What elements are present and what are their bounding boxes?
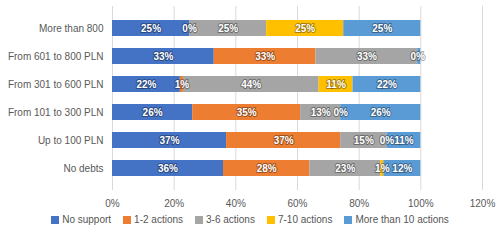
svg-text:23%: 23% <box>335 163 355 174</box>
svg-text:20%: 20% <box>164 198 184 209</box>
svg-text:25%: 25% <box>372 23 392 34</box>
svg-text:36%: 36% <box>158 163 178 174</box>
svg-text:33%: 33% <box>357 51 377 62</box>
svg-text:13%: 13% <box>311 107 331 118</box>
svg-text:60%: 60% <box>287 198 307 209</box>
svg-text:15%: 15% <box>354 135 374 146</box>
svg-text:25%: 25% <box>218 23 238 34</box>
svg-text:25%: 25% <box>141 23 161 34</box>
svg-text:1%: 1% <box>375 163 390 174</box>
svg-text:100%: 100% <box>408 198 434 209</box>
svg-text:22%: 22% <box>377 79 397 90</box>
svg-text:Up to 100 PLN: Up to 100 PLN <box>38 135 104 146</box>
svg-text:0%: 0% <box>411 51 426 62</box>
svg-text:80%: 80% <box>349 198 369 209</box>
svg-text:From 601 to 800 PLN: From 601 to 800 PLN <box>8 51 104 62</box>
html-text:No support: No support <box>62 214 112 225</box>
svg-text:More than 800: More than 800 <box>39 23 104 34</box>
svg-text:1%: 1% <box>175 79 190 90</box>
svg-text:From 301 to 600 PLN: From 301 to 600 PLN <box>8 79 104 90</box>
svg-text:28%: 28% <box>257 163 277 174</box>
html-text:1-2 actions: 1-2 actions <box>134 214 183 225</box>
svg-text:No debts: No debts <box>63 163 103 174</box>
svg-text:0%: 0% <box>182 23 197 34</box>
svg-text:37%: 37% <box>274 135 294 146</box>
svg-text:0%: 0% <box>333 107 348 118</box>
svg-text:11%: 11% <box>394 135 414 146</box>
svg-text:11%: 11% <box>326 79 346 90</box>
svg-text:40%: 40% <box>226 198 246 209</box>
html-text:7-10 actions: 7-10 actions <box>277 214 333 225</box>
svg-text:25%: 25% <box>295 23 315 34</box>
html-text:More than 10 actions: More than 10 actions <box>355 214 449 225</box>
svg-text:37%: 37% <box>160 135 180 146</box>
svg-text:12%: 12% <box>392 163 412 174</box>
svg-text:120%: 120% <box>470 198 496 209</box>
svg-text:26%: 26% <box>371 107 391 118</box>
svg-text:33%: 33% <box>255 51 275 62</box>
svg-text:0%: 0% <box>380 135 395 146</box>
svg-text:44%: 44% <box>241 79 261 90</box>
svg-text:From 101 to 300 PLN: From 101 to 300 PLN <box>8 107 104 118</box>
html-text:3-6 actions: 3-6 actions <box>206 214 255 225</box>
svg-text:22%: 22% <box>136 79 156 90</box>
svg-text:0%: 0% <box>105 198 120 209</box>
svg-text:33%: 33% <box>153 51 173 62</box>
svg-text:35%: 35% <box>237 107 257 118</box>
svg-text:26%: 26% <box>143 107 163 118</box>
